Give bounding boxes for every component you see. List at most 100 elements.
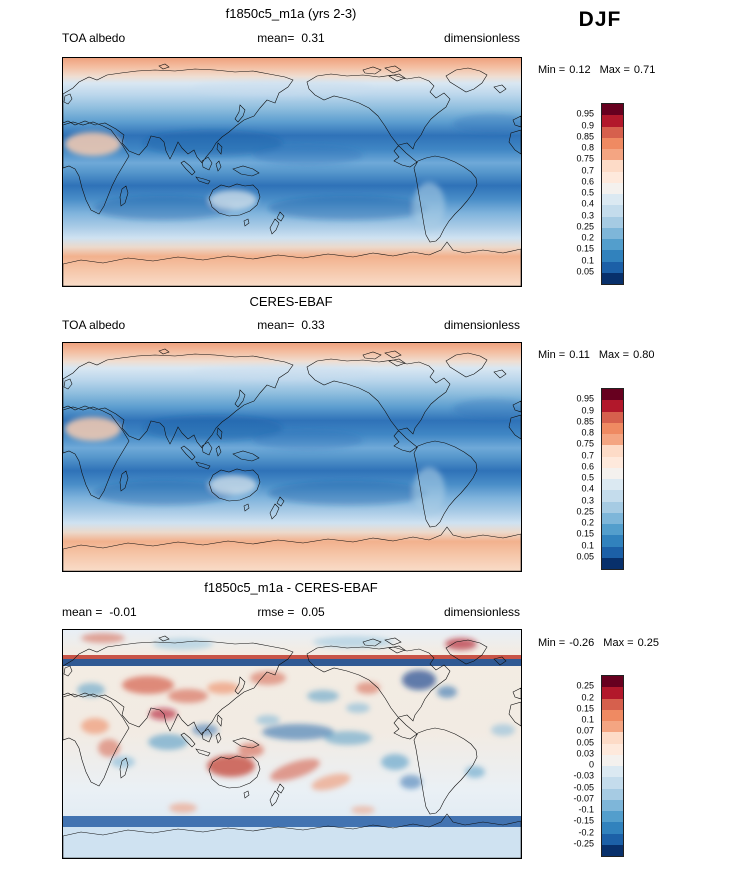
colorbar-band bbox=[602, 205, 623, 217]
colorbar-band bbox=[602, 743, 623, 755]
colorbar-band bbox=[602, 261, 623, 273]
colorbar-band bbox=[602, 171, 623, 183]
colorbar-band bbox=[602, 754, 623, 766]
map-obs bbox=[62, 342, 522, 572]
panel3-mean-stat: mean = -0.01 bbox=[62, 605, 137, 619]
colorbar-tick-label: 0.6 bbox=[581, 461, 594, 472]
colorbar-tick-label: 0.6 bbox=[581, 176, 594, 187]
panel2-title: CERES-EBAF bbox=[249, 294, 333, 309]
colorbar-tick-label: 0.7 bbox=[581, 165, 594, 175]
panel2-mean-stat: mean= 0.33 bbox=[257, 318, 325, 332]
colorbar-tick-label: 0.05 bbox=[576, 737, 594, 747]
colorbar-band bbox=[602, 126, 623, 138]
colorbar-tick-label: 0.25 bbox=[576, 506, 594, 517]
panel3-rmse-stat: rmse = 0.05 bbox=[257, 605, 325, 619]
colorbar-tick-label: -0.1 bbox=[578, 804, 594, 815]
colorbar-band bbox=[602, 709, 623, 721]
colorbar-band bbox=[602, 557, 623, 569]
panel2-colorbar: 0.95 0.9 0.85 0.8 0.75 0.7 0.6 0.5 0.4 0.3 0.25 0.2… bbox=[560, 388, 626, 570]
colorbar-band bbox=[602, 422, 623, 434]
colorbar-tick-label: 0.5 bbox=[581, 187, 594, 198]
colorbar-tick-label: 0.75 bbox=[576, 153, 594, 164]
colorbar-band bbox=[602, 833, 623, 845]
colorbar-band bbox=[602, 766, 623, 778]
colorbar-tick-label: -0.03 bbox=[573, 770, 594, 781]
colorbar-tick-label: 0.8 bbox=[581, 142, 594, 153]
colorbar-tick-label: 0.2 bbox=[581, 692, 594, 702]
colorbar-tick-label: 0.1 bbox=[581, 255, 594, 265]
colorbar-tick-label: -0.25 bbox=[573, 838, 594, 849]
colorbar-tick-label: 0.2 bbox=[581, 232, 594, 243]
colorbar-band bbox=[602, 434, 623, 446]
max-value: 0.80 bbox=[633, 349, 655, 361]
max-value: 0.71 bbox=[633, 64, 656, 76]
colorbar-band bbox=[602, 182, 623, 194]
colorbar-tick-label: -0.2 bbox=[578, 827, 594, 837]
panel2-variable-label: TOA albedo bbox=[62, 318, 126, 332]
colorbar-tick-label: 0.4 bbox=[581, 483, 594, 494]
map-model-plot bbox=[63, 58, 521, 286]
colorbar-band bbox=[602, 721, 623, 733]
colorbar-tick-label: 0.03 bbox=[576, 748, 594, 759]
colorbar-tick-label: -0.05 bbox=[573, 782, 594, 792]
panel1-stats-row: TOA albedo mean= 0.31 dimensionless bbox=[62, 31, 520, 45]
colorbar-band bbox=[602, 115, 623, 127]
colorbar-tick-label: 0.9 bbox=[581, 120, 594, 130]
colorbar-tick-label: 0.8 bbox=[581, 427, 594, 438]
panel3-stats-row: mean = -0.01 rmse = 0.05 dimensionless bbox=[62, 605, 520, 619]
colorbar-tick-label: 0.75 bbox=[576, 438, 594, 449]
colorbar-band bbox=[602, 676, 623, 688]
colorbar-band bbox=[602, 160, 623, 172]
colorbar-band bbox=[602, 411, 623, 423]
colorbar-band bbox=[602, 501, 623, 513]
colorbar-tick-label: 0.85 bbox=[576, 416, 594, 427]
panel3-title: f1850c5_m1a - CERES-EBAF bbox=[204, 580, 378, 595]
colorbar-band bbox=[602, 524, 623, 536]
colorbar-band bbox=[602, 272, 623, 284]
panel1-minmax: Min = 0.12 Max = 0.71 bbox=[538, 64, 664, 76]
colorbar-band bbox=[602, 227, 623, 239]
panel2-colorbar-bar bbox=[601, 388, 624, 570]
panel1-colorbar-bar bbox=[601, 103, 624, 285]
colorbar-band bbox=[602, 216, 623, 228]
colorbar-tick-label: 0.15 bbox=[576, 243, 594, 254]
colorbar-band bbox=[602, 799, 623, 811]
colorbar-tick-label: 0.3 bbox=[581, 495, 594, 505]
colorbar-tick-label: 0.07 bbox=[576, 725, 594, 736]
colorbar-tick-label: 0.25 bbox=[576, 221, 594, 232]
colorbar-band bbox=[602, 445, 623, 457]
panel3-units-label: dimensionless bbox=[443, 605, 520, 619]
colorbar-band bbox=[602, 512, 623, 524]
panel3-colorbar-bar bbox=[601, 675, 624, 857]
colorbar-tick-label: 0.2 bbox=[581, 517, 594, 528]
colorbar-tick-label: 0.3 bbox=[581, 210, 594, 220]
colorbar-tick-label: -0.15 bbox=[573, 815, 594, 826]
colorbar-band bbox=[602, 777, 623, 789]
panel1-colorbar: 0.95 0.9 0.85 0.8 0.75 0.7 0.6 0.5 0.4 0.3 0.25 0.2… bbox=[560, 103, 626, 285]
colorbar-tick-label: 0.4 bbox=[581, 198, 594, 209]
min-label: Min = bbox=[538, 349, 566, 361]
colorbar-tick-label: -0.07 bbox=[573, 793, 594, 804]
min-value: 0.12 bbox=[569, 64, 591, 76]
colorbar-band bbox=[602, 400, 623, 412]
season-label: DJF bbox=[578, 8, 622, 31]
min-label: Min = bbox=[538, 637, 566, 649]
max-label: Max = bbox=[598, 349, 630, 361]
colorbar-tick-label: 0.7 bbox=[581, 450, 594, 460]
min-label: Min = bbox=[538, 64, 566, 76]
colorbar-band bbox=[602, 456, 623, 468]
colorbar-band bbox=[602, 546, 623, 558]
map-model bbox=[62, 57, 522, 287]
panel1-mean-stat: mean= 0.31 bbox=[257, 31, 325, 45]
colorbar-band bbox=[602, 467, 623, 479]
colorbar-tick-label: 0.5 bbox=[581, 472, 594, 483]
colorbar-tick-label: 0 bbox=[588, 759, 594, 770]
colorbar-band bbox=[602, 788, 623, 800]
panel3-colorbar-labels: 0.25 0.2 0.15 0.1 0.07 0.05 0.03 0 -0.03 -0.05 -0.… bbox=[560, 675, 597, 857]
colorbar-band bbox=[602, 687, 623, 699]
map-difference-plot bbox=[63, 630, 521, 858]
colorbar-band bbox=[602, 389, 623, 401]
panel2-units-label: dimensionless bbox=[443, 318, 520, 332]
panel1-variable-label: TOA albedo bbox=[62, 31, 126, 45]
